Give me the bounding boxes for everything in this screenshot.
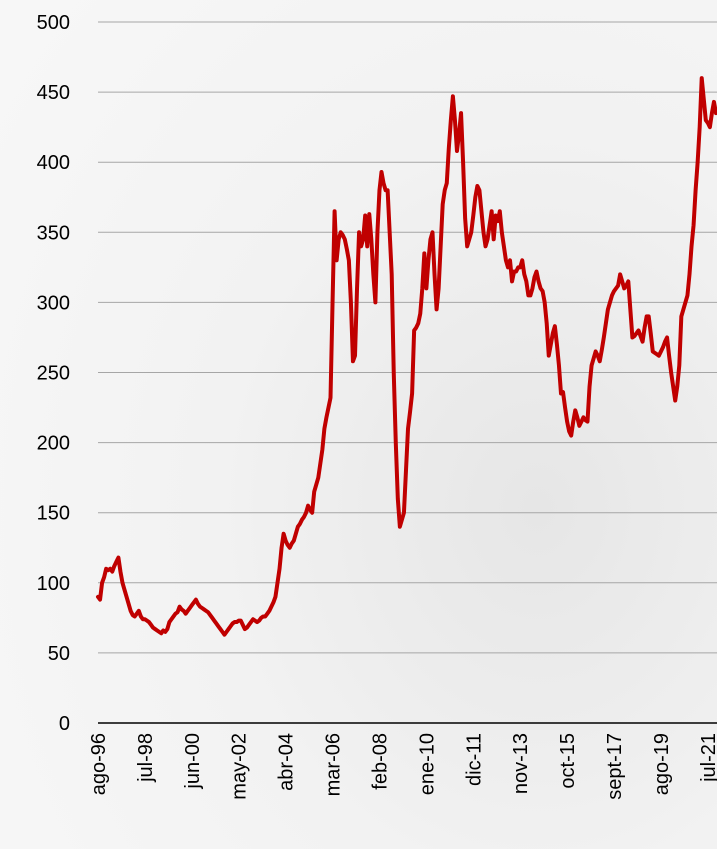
y-tick-label: 200 bbox=[37, 433, 70, 455]
y-tick-label: 450 bbox=[37, 82, 70, 104]
x-tick-label: abr-04 bbox=[276, 733, 298, 791]
x-tick-label: ago-96 bbox=[88, 733, 110, 795]
y-tick-label: 300 bbox=[37, 292, 70, 314]
x-tick-label: jun-00 bbox=[182, 733, 204, 790]
x-tick-label: oct-15 bbox=[557, 733, 579, 789]
chart: 0 50 100 150 200 250 300 350 400 450 500 ago-96 jul-… bbox=[0, 0, 717, 849]
y-tick-label: 250 bbox=[37, 363, 70, 385]
y-tick-label: 0 bbox=[59, 713, 70, 735]
x-tick-label: sept-17 bbox=[604, 733, 626, 800]
x-tick-label: feb-08 bbox=[369, 733, 391, 790]
x-tick-label: may-02 bbox=[229, 733, 251, 800]
y-tick-label: 400 bbox=[37, 152, 70, 174]
x-tick-label: ene-10 bbox=[416, 733, 438, 795]
x-tick-label: jul-21 bbox=[698, 733, 717, 783]
page: {"chart_data": {"type": "line", "color":… bbox=[0, 0, 717, 849]
background bbox=[0, 0, 717, 849]
y-tick-label: 100 bbox=[37, 573, 70, 595]
x-tick-label: nov-13 bbox=[510, 733, 532, 794]
x-tick-label: ago-19 bbox=[651, 733, 673, 795]
x-tick-label: jul-98 bbox=[135, 733, 157, 783]
y-tick-label: 500 bbox=[37, 12, 70, 34]
y-tick-label: 350 bbox=[37, 222, 70, 244]
y-tick-label: 50 bbox=[48, 643, 70, 665]
x-tick-label: dic-11 bbox=[463, 733, 485, 786]
y-tick-label: 150 bbox=[37, 503, 70, 525]
x-tick-label: mar-06 bbox=[323, 733, 345, 796]
